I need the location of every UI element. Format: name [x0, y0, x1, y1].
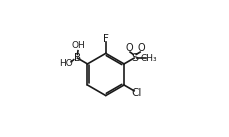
Text: F: F: [103, 34, 109, 44]
Text: S: S: [131, 53, 138, 63]
Text: Cl: Cl: [131, 88, 141, 98]
Text: HO: HO: [60, 59, 73, 68]
Text: OH: OH: [71, 41, 85, 50]
Text: B: B: [74, 53, 81, 63]
Text: O: O: [125, 43, 133, 53]
Text: O: O: [137, 43, 145, 53]
Text: CH₃: CH₃: [141, 54, 157, 63]
